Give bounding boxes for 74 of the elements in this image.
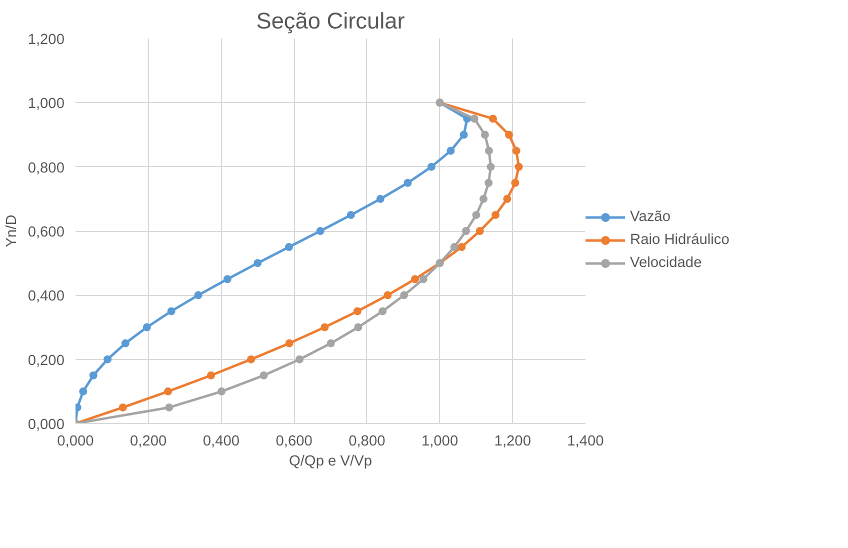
point <box>285 339 294 348</box>
x-tick-label: 1,400 <box>567 434 604 450</box>
point <box>378 307 387 316</box>
point <box>514 162 523 171</box>
point <box>121 339 130 348</box>
point <box>142 323 151 332</box>
point <box>165 403 174 412</box>
point <box>446 146 455 155</box>
point <box>480 194 488 203</box>
point <box>480 130 489 139</box>
point <box>470 114 478 123</box>
x-tick-label: 0,600 <box>276 434 312 450</box>
chart-title: Seção Circular <box>256 8 406 34</box>
legend-label: Velocidade <box>630 255 702 271</box>
point <box>79 387 88 396</box>
point <box>296 355 304 364</box>
point <box>223 275 232 284</box>
x-tick-label: 0,000 <box>57 434 94 450</box>
y-tick-label: 0,600 <box>28 224 65 240</box>
point <box>353 307 362 316</box>
x-axis-title: Q/Qp e V/Vp <box>288 454 372 470</box>
y-tick-label: 0,000 <box>28 417 65 433</box>
point <box>167 307 176 316</box>
point <box>503 194 512 203</box>
y-tick-label: 0,800 <box>28 160 65 176</box>
point <box>492 210 500 219</box>
point <box>450 243 458 252</box>
y-tick-label: 0,200 <box>28 352 65 369</box>
x-tick-label: 0,200 <box>130 434 167 450</box>
x-tick-label: 0,400 <box>202 434 240 450</box>
point <box>207 371 216 380</box>
point <box>284 243 293 252</box>
x-tick-label: 0,800 <box>348 434 386 450</box>
point <box>320 323 329 332</box>
point <box>218 387 226 396</box>
point <box>400 291 408 300</box>
point <box>512 146 520 155</box>
y-tick-label: 1,200 <box>28 32 65 48</box>
point <box>472 210 480 219</box>
point <box>411 275 420 284</box>
point <box>458 243 466 252</box>
point <box>104 355 112 364</box>
point <box>462 227 470 235</box>
point <box>404 178 412 187</box>
point <box>194 291 202 300</box>
y-tick-label: 0,400 <box>28 288 65 305</box>
point <box>427 162 436 171</box>
point <box>505 130 513 139</box>
point <box>484 178 493 187</box>
x-tick-label: 1,000 <box>421 434 458 450</box>
point <box>484 146 493 155</box>
point <box>260 371 268 380</box>
x-tick-label: 1,200 <box>494 434 531 450</box>
point <box>118 403 127 412</box>
y-axis-title: Yn/D <box>4 214 20 248</box>
point <box>89 371 98 380</box>
y-tick-label: 1,000 <box>28 96 65 112</box>
point <box>460 130 468 139</box>
point <box>384 291 392 300</box>
point <box>486 162 495 171</box>
point <box>488 114 497 123</box>
point <box>247 355 256 364</box>
point <box>354 323 362 332</box>
point <box>326 339 335 348</box>
point <box>254 259 262 268</box>
legend-label: Raio Hidráulico <box>630 232 730 248</box>
point <box>316 227 324 235</box>
legend-label: Vazão <box>630 209 670 225</box>
point <box>346 210 355 219</box>
point <box>476 227 484 235</box>
point <box>419 275 428 284</box>
point <box>376 194 384 203</box>
point <box>164 387 172 396</box>
point <box>511 178 520 187</box>
